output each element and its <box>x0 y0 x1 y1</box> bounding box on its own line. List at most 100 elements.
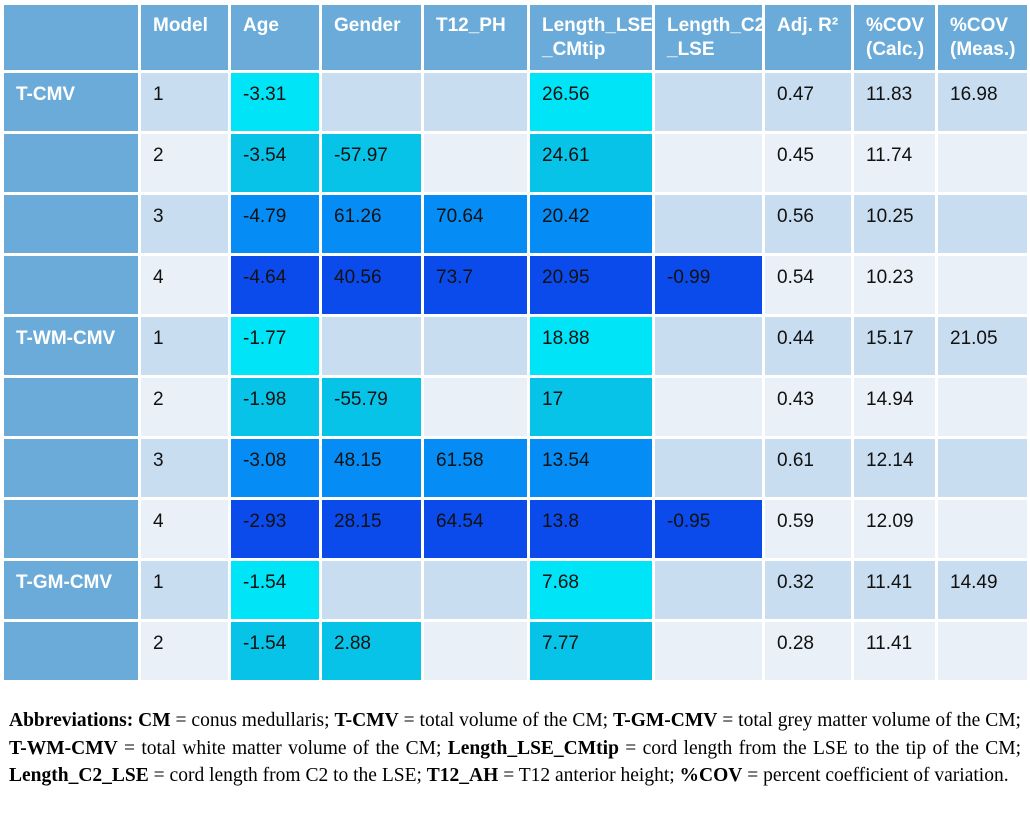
cell-age: -1.54 <box>231 622 319 680</box>
cell-cov-calc: 14.94 <box>854 378 935 436</box>
cell-model: 4 <box>141 500 228 558</box>
footnote-term: T-CMV <box>334 710 399 731</box>
cell-cov-calc: 11.74 <box>854 134 935 192</box>
row-group-label <box>4 134 138 192</box>
cell-cov-calc: 10.23 <box>854 256 935 314</box>
cell-cov-meas: 21.05 <box>938 317 1027 375</box>
table-row: 2 -3.54 -57.97 24.61 0.45 11.74 <box>4 134 1027 192</box>
cell-model: 3 <box>141 439 228 497</box>
cell-t12-ph: 70.64 <box>424 195 527 253</box>
cell-cov-calc: 10.25 <box>854 195 935 253</box>
footnote-text: = percent coefficient of variation. <box>742 765 1009 787</box>
cell-cov-meas <box>938 439 1027 497</box>
cell-cov-calc: 11.83 <box>854 73 935 131</box>
cell-gender: -55.79 <box>322 378 421 436</box>
cell-adj-r2: 0.59 <box>765 500 851 558</box>
header-age: Age <box>231 5 319 70</box>
row-group-label <box>4 256 138 314</box>
cell-length-lse-cmtip: 20.42 <box>530 195 652 253</box>
row-group-label <box>4 622 138 680</box>
cell-cov-meas <box>938 378 1027 436</box>
cell-length-lse-cmtip: 26.56 <box>530 73 652 131</box>
cell-adj-r2: 0.43 <box>765 378 851 436</box>
footnote-text: = cord length from C2 to the LSE; <box>148 765 427 787</box>
cell-adj-r2: 0.32 <box>765 561 851 619</box>
header-length-c2-lse: Length_C2 _LSE <box>655 5 762 70</box>
table-row: 4 -4.64 40.56 73.7 20.95 -0.99 0.54 10.23 <box>4 256 1027 314</box>
cell-gender: -57.97 <box>322 134 421 192</box>
cell-t12-ph <box>424 317 527 375</box>
cell-age: -3.31 <box>231 73 319 131</box>
cell-t12-ph <box>424 378 527 436</box>
cell-length-c2-lse <box>655 561 762 619</box>
cell-length-c2-lse: -0.99 <box>655 256 762 314</box>
table-row: 4 -2.93 28.15 64.54 13.8 -0.95 0.59 12.09 <box>4 500 1027 558</box>
footnote-term: Length_C2_LSE <box>9 765 149 787</box>
cell-length-lse-cmtip: 7.68 <box>530 561 652 619</box>
row-group-label <box>4 378 138 436</box>
regression-results-table: Model Age Gender T12_PH Length_LSE _CMti… <box>1 2 1030 683</box>
cell-gender <box>322 561 421 619</box>
table-row: T-CMV 1 -3.31 26.56 0.47 11.83 16.98 <box>4 73 1027 131</box>
cell-t12-ph <box>424 622 527 680</box>
row-group-label <box>4 195 138 253</box>
cell-length-c2-lse <box>655 134 762 192</box>
cell-model: 2 <box>141 378 228 436</box>
cell-age: -4.64 <box>231 256 319 314</box>
cell-cov-meas <box>938 500 1027 558</box>
table-row: 3 -4.79 61.26 70.64 20.42 0.56 10.25 <box>4 195 1027 253</box>
cell-model: 2 <box>141 622 228 680</box>
footnote-text: = total grey matter volume of the CM; <box>717 710 1021 731</box>
cell-age: -1.77 <box>231 317 319 375</box>
footnote-term: T-GM-CMV <box>613 710 718 731</box>
cell-length-lse-cmtip: 18.88 <box>530 317 652 375</box>
cell-cov-meas <box>938 195 1027 253</box>
cell-gender: 61.26 <box>322 195 421 253</box>
cell-length-lse-cmtip: 24.61 <box>530 134 652 192</box>
cell-model: 4 <box>141 256 228 314</box>
cell-gender: 2.88 <box>322 622 421 680</box>
footnote-term: Length_LSE_CMtip <box>447 737 619 759</box>
row-group-label <box>4 439 138 497</box>
cell-cov-meas <box>938 134 1027 192</box>
cell-age: -3.54 <box>231 134 319 192</box>
cell-t12-ph <box>424 134 527 192</box>
cell-model: 2 <box>141 134 228 192</box>
header-adj-r2: Adj. R² <box>765 5 851 70</box>
cell-length-c2-lse <box>655 439 762 497</box>
cell-age: -4.79 <box>231 195 319 253</box>
footnote-term: T-WM-CMV <box>9 737 118 759</box>
cell-adj-r2: 0.61 <box>765 439 851 497</box>
cell-model: 3 <box>141 195 228 253</box>
cell-cov-calc: 11.41 <box>854 622 935 680</box>
footnote-term: T12_AH <box>426 765 499 787</box>
cell-adj-r2: 0.28 <box>765 622 851 680</box>
cell-gender: 48.15 <box>322 439 421 497</box>
cell-age: -1.98 <box>231 378 319 436</box>
table-row: T-WM-CMV 1 -1.77 18.88 0.44 15.17 21.05 <box>4 317 1027 375</box>
cell-length-lse-cmtip: 7.77 <box>530 622 652 680</box>
cell-gender <box>322 317 421 375</box>
cell-t12-ph: 73.7 <box>424 256 527 314</box>
header-row: Model Age Gender T12_PH Length_LSE _CMti… <box>4 5 1027 70</box>
cell-cov-calc: 12.14 <box>854 439 935 497</box>
table-row: T-GM-CMV 1 -1.54 7.68 0.32 11.41 14.49 <box>4 561 1027 619</box>
row-group-label: T-WM-CMV <box>4 317 138 375</box>
cell-length-c2-lse <box>655 317 762 375</box>
cell-adj-r2: 0.45 <box>765 134 851 192</box>
cell-length-c2-lse <box>655 622 762 680</box>
cell-length-c2-lse <box>655 378 762 436</box>
row-group-label <box>4 500 138 558</box>
cell-t12-ph: 61.58 <box>424 439 527 497</box>
cell-age: -3.08 <box>231 439 319 497</box>
cell-gender: 28.15 <box>322 500 421 558</box>
header-cov-calc: %COV (Calc.) <box>854 5 935 70</box>
cell-age: -2.93 <box>231 500 319 558</box>
cell-t12-ph <box>424 561 527 619</box>
table-header: Model Age Gender T12_PH Length_LSE _CMti… <box>4 5 1027 70</box>
table-row: 2 -1.54 2.88 7.77 0.28 11.41 <box>4 622 1027 680</box>
cell-t12-ph: 64.54 <box>424 500 527 558</box>
cell-length-c2-lse: -0.95 <box>655 500 762 558</box>
footnote-text: = total white matter volume of the CM; <box>117 737 448 759</box>
